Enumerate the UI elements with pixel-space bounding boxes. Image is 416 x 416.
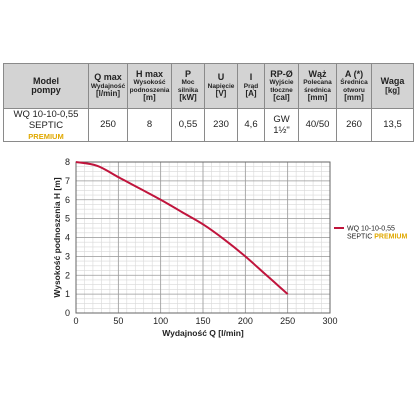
x-tick-label: 0 [73,316,78,326]
x-axis-label: Wydajność Q [l/min] [162,328,244,338]
cell-weight: 13,5 [371,108,414,142]
cell-model: WQ 10-10-0,55 SEPTIC PREMIUM [3,108,89,142]
header-hose: Wąż Polecana średnica [mm] [298,63,337,109]
series-layer [75,161,289,295]
y-tick-label: 2 [65,270,70,280]
y-tick-label: 4 [65,233,70,243]
y-tick-label: 5 [65,214,70,224]
x-tick-label: 100 [153,316,168,326]
cell-power: 0,55 [171,108,205,142]
y-tick-label: 1 [65,289,70,299]
x-tick-label: 200 [238,316,253,326]
grid-major [75,161,331,314]
x-tick-labels: 0 50 100 150 200 250 300 [73,316,337,326]
y-tick-label: 0 [65,308,70,318]
x-tick-label: 50 [113,316,123,326]
series-line-0 [75,161,289,295]
header-outlet: RP-Ø Wyjście tłoczne [cal] [264,63,299,109]
spec-data-row: WQ 10-10-0,55 SEPTIC PREMIUM 250 8 0,55 … [3,108,414,142]
header-model: Model pompy [3,63,89,109]
y-axis-label: Wysokość podnoszenia H [m] [52,177,62,297]
header-hole-diameter: A (*) Średnica otworu [mm] [336,63,372,109]
y-tick-label: 3 [65,251,70,261]
y-tick-labels: 0 1 2 3 4 5 6 7 8 [65,157,70,318]
header-weight: Waga [kg] [371,63,414,109]
spec-header-row: Model pompy Q max Wydajność [l/min] H ma… [3,63,414,109]
legend-label-rest: SEPTIC [347,234,374,241]
x-tick-label: 250 [280,316,295,326]
header-hmax: H max Wysokość podnoszenia [m] [127,63,172,109]
legend-label-line2: SEPTIC PREMIUM [347,234,407,241]
plot-frame [75,161,331,314]
x-tick-label: 150 [195,316,210,326]
x-tick-label: 300 [322,316,337,326]
legend-label: WQ 10-10-0,55 [347,226,395,233]
y-tick-label: 6 [65,195,70,205]
axes [75,161,331,314]
legend-premium-badge: PREMIUM [374,234,407,241]
header-qmax: Q max Wydajność [l/min] [88,63,128,109]
y-tick-label: 7 [65,176,70,186]
header-current: I Prąd [A] [237,63,265,109]
header-power: P Moc silnika [kW] [171,63,205,109]
spec-table: Model pompy Q max Wydajność [l/min] H ma… [3,63,414,142]
header-voltage: U Napięcie [V] [204,63,238,109]
premium-badge: PREMIUM [28,131,64,141]
y-tick-label: 8 [65,157,70,167]
cell-qmax: 250 [88,108,128,142]
